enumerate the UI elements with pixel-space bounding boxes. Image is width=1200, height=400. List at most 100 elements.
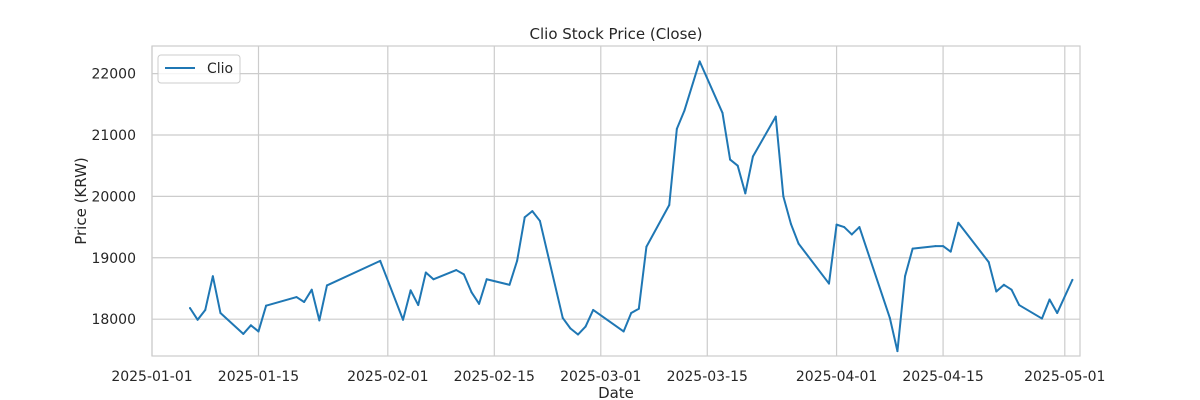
data-point (409, 289, 412, 292)
data-point (736, 164, 739, 167)
data-point (789, 223, 792, 226)
data-point (538, 219, 541, 222)
data-point (835, 223, 838, 226)
data-point (189, 307, 192, 310)
x-tick-label: 2025-02-15 (454, 369, 535, 385)
x-tick-label: 2025-01-15 (218, 369, 299, 385)
y-tick-label: 21000 (91, 128, 136, 144)
data-point (417, 304, 420, 307)
x-tick-label: 2025-04-01 (796, 369, 877, 385)
data-point (257, 330, 260, 333)
data-point (204, 308, 207, 311)
data-point (211, 275, 214, 278)
data-point (843, 226, 846, 229)
x-axis-label: Date (598, 384, 634, 400)
data-point (721, 111, 724, 114)
data-point (432, 278, 435, 281)
data-point (1010, 288, 1013, 291)
data-point (782, 195, 785, 198)
data-point (896, 350, 899, 353)
data-point (462, 273, 465, 276)
data-point (911, 247, 914, 250)
x-tick-label: 2025-01-01 (111, 369, 192, 385)
y-tick-label: 20000 (91, 189, 136, 205)
x-tick-label: 2025-03-15 (667, 369, 748, 385)
data-point (516, 259, 519, 262)
data-point (987, 261, 990, 264)
data-point (858, 226, 861, 229)
data-point (584, 325, 587, 328)
data-point (698, 60, 701, 63)
data-point (196, 318, 199, 321)
data-point (561, 316, 564, 319)
data-point (1048, 298, 1051, 301)
data-point (850, 233, 853, 236)
data-point (1071, 278, 1074, 281)
grid-layer (151, 46, 1080, 356)
data-point (569, 327, 572, 330)
data-point (325, 284, 328, 287)
legend: Clio (157, 54, 241, 84)
data-point (630, 312, 633, 315)
y-tick-label: 19000 (91, 251, 136, 267)
data-point (751, 155, 754, 158)
data-point (645, 245, 648, 248)
series-line-clio (189, 60, 1074, 353)
data-point (508, 283, 511, 286)
x-tick-label: 2025-03-01 (560, 369, 641, 385)
data-point (1018, 304, 1021, 307)
data-point (675, 127, 678, 130)
data-point (310, 288, 313, 291)
data-point (683, 109, 686, 112)
data-point (379, 259, 382, 262)
data-point (295, 296, 298, 299)
x-tick-label: 2025-05-01 (1024, 369, 1105, 385)
series-layer (189, 60, 1074, 353)
data-point (531, 210, 534, 213)
data-point (957, 221, 960, 224)
x-tick-label: 2025-02-01 (347, 369, 428, 385)
data-point (888, 316, 891, 319)
y-tick-label: 22000 (91, 67, 136, 83)
data-point (485, 278, 488, 281)
data-point (219, 312, 222, 315)
data-point (592, 308, 595, 311)
data-point (478, 302, 481, 305)
data-point (797, 242, 800, 245)
data-point (318, 319, 321, 322)
data-point (242, 332, 245, 335)
x-tick-label: 2025-04-15 (902, 369, 983, 385)
data-point (1056, 312, 1059, 315)
data-point (904, 275, 907, 278)
data-point (942, 245, 945, 248)
data-point (402, 318, 405, 321)
data-point (576, 333, 579, 336)
data-point (470, 291, 473, 294)
data-point (1040, 317, 1043, 320)
data-point (455, 269, 458, 272)
data-point (637, 307, 640, 310)
y-axis-label: Price (KRW) (72, 157, 90, 245)
tick-layer: 2025-01-01 2025-01-15 2025-02-01 2025-02-15… (91, 67, 1105, 385)
plot-frame (151, 45, 1081, 357)
data-point (729, 158, 732, 161)
data-point (1002, 283, 1005, 286)
data-point (265, 304, 268, 307)
data-point (424, 271, 427, 274)
legend-box (157, 54, 241, 84)
data-point (744, 192, 747, 195)
data-point (622, 330, 625, 333)
data-point (523, 216, 526, 219)
chart-title: Clio Stock Price (Close) (530, 25, 703, 43)
data-point (668, 203, 671, 206)
y-tick-label: 18000 (91, 312, 136, 328)
data-point (995, 290, 998, 293)
data-point (934, 245, 937, 248)
data-point (303, 300, 306, 303)
data-point (249, 324, 252, 327)
legend-label-clio: Clio (207, 61, 233, 77)
data-point (774, 115, 777, 118)
data-point (949, 250, 952, 253)
data-point (827, 282, 830, 285)
